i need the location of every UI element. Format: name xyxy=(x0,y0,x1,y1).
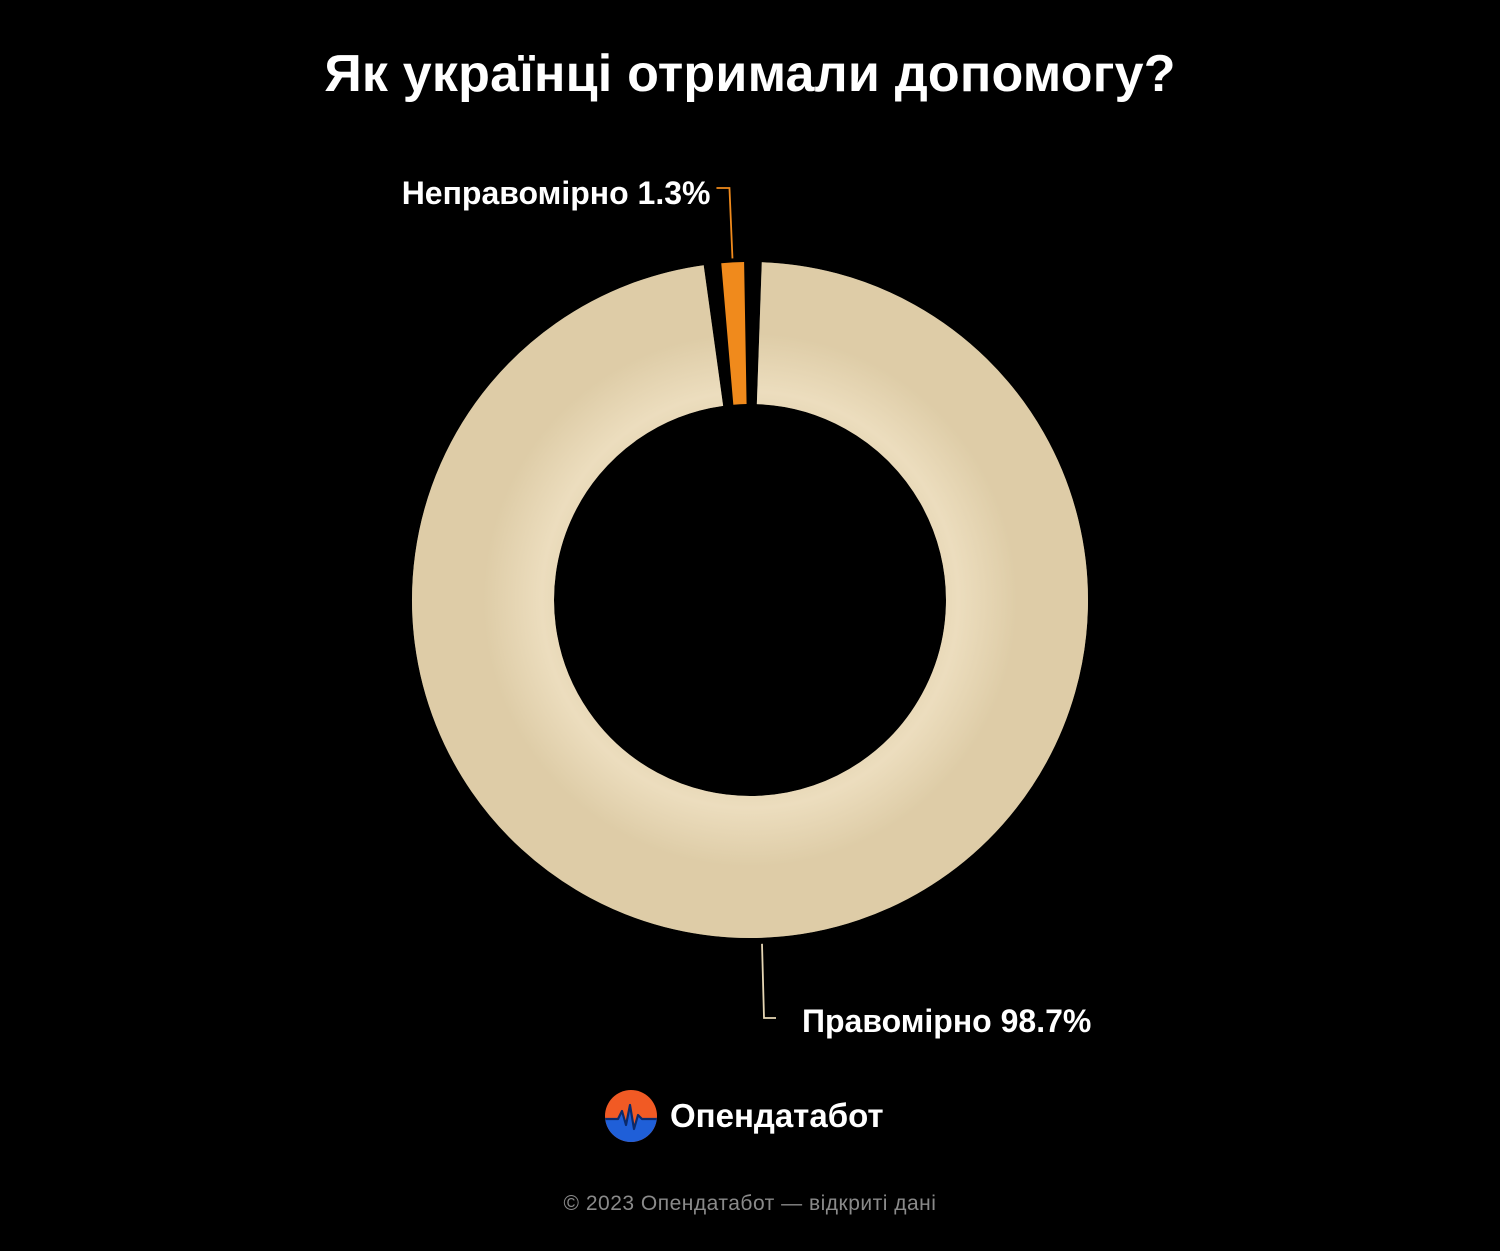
leader-line-unlawful xyxy=(716,187,734,259)
copyright-footer: © 2023 Опендатабот — відкриті дані xyxy=(563,1192,937,1215)
leader-line-lawful xyxy=(761,943,777,1019)
label-unlawful: Неправомірно 1.3% xyxy=(402,175,711,211)
label-lawful: Правомірно 98.7% xyxy=(802,1003,1091,1039)
chart-title: Як українці отримали допомогу? xyxy=(324,45,1176,103)
slice-unlawful xyxy=(721,262,748,405)
slice-lawful-shading xyxy=(412,262,1088,938)
opendatabot-logo-icon xyxy=(605,1090,657,1142)
brand-logo: Опендатабот xyxy=(604,1088,884,1144)
brand-name: Опендатабот xyxy=(670,1097,884,1134)
